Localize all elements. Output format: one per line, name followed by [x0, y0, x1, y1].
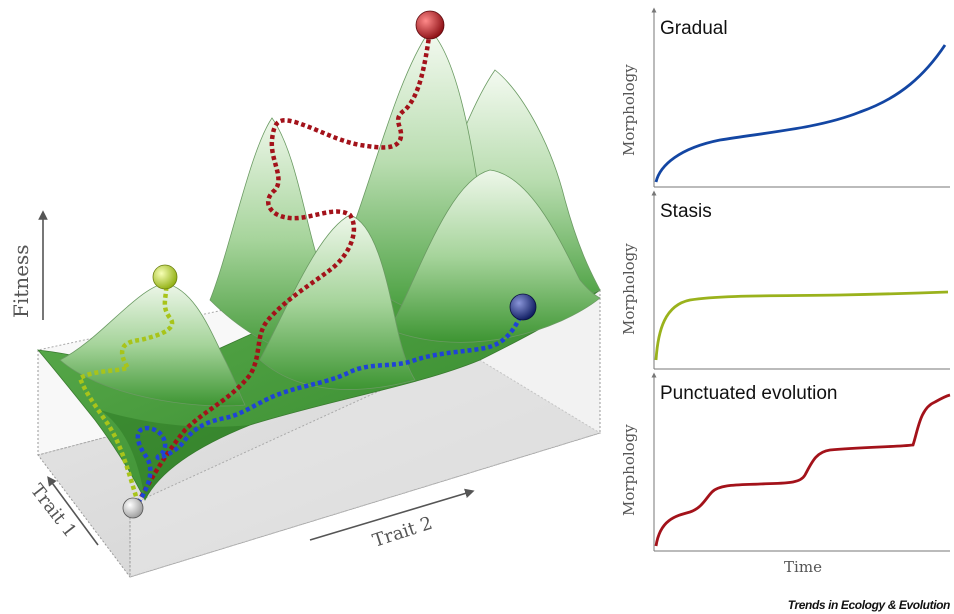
panel-gradual: Gradual Morphology [620, 7, 950, 188]
green-peak-ball [152, 264, 178, 290]
panel-gradual-ylabel: Morphology [620, 64, 638, 156]
start-ball [122, 497, 144, 519]
panel-punctuated-title: Punctuated evolution [660, 383, 837, 404]
punctuated-curve [654, 393, 951, 547]
panel-stasis-title: Stasis [660, 201, 712, 222]
left-small-hill [59, 282, 246, 407]
fitness-label: Fitness [9, 244, 33, 318]
right-hill [389, 169, 601, 343]
gradual-curve [654, 44, 947, 183]
trait1-arrow [47, 476, 99, 546]
panel-stasis: Stasis Morphology [620, 190, 950, 370]
blue-peak-ball [509, 293, 537, 321]
green-path [77, 279, 175, 504]
panel-stasis-ylabel: Morphology [620, 243, 638, 335]
fitness-landscape: Fitness Trait 1 Trait 2 [9, 10, 602, 578]
landscape-right-wall [129, 289, 601, 578]
journal-credit: Trends in Ecology & Evolution [788, 598, 950, 612]
panel-gradual-title: Gradual [660, 18, 728, 39]
red-peak-ball [415, 10, 445, 40]
time-label: Time [784, 558, 822, 576]
middle-hill [259, 214, 416, 390]
panel-punctuated: Punctuated evolution Morphology Time [620, 372, 951, 576]
stasis-curve [654, 290, 949, 361]
trait2-arrow [309, 488, 475, 541]
blue-path [135, 309, 526, 505]
panel-punctuated-ylabel: Morphology [620, 424, 638, 516]
